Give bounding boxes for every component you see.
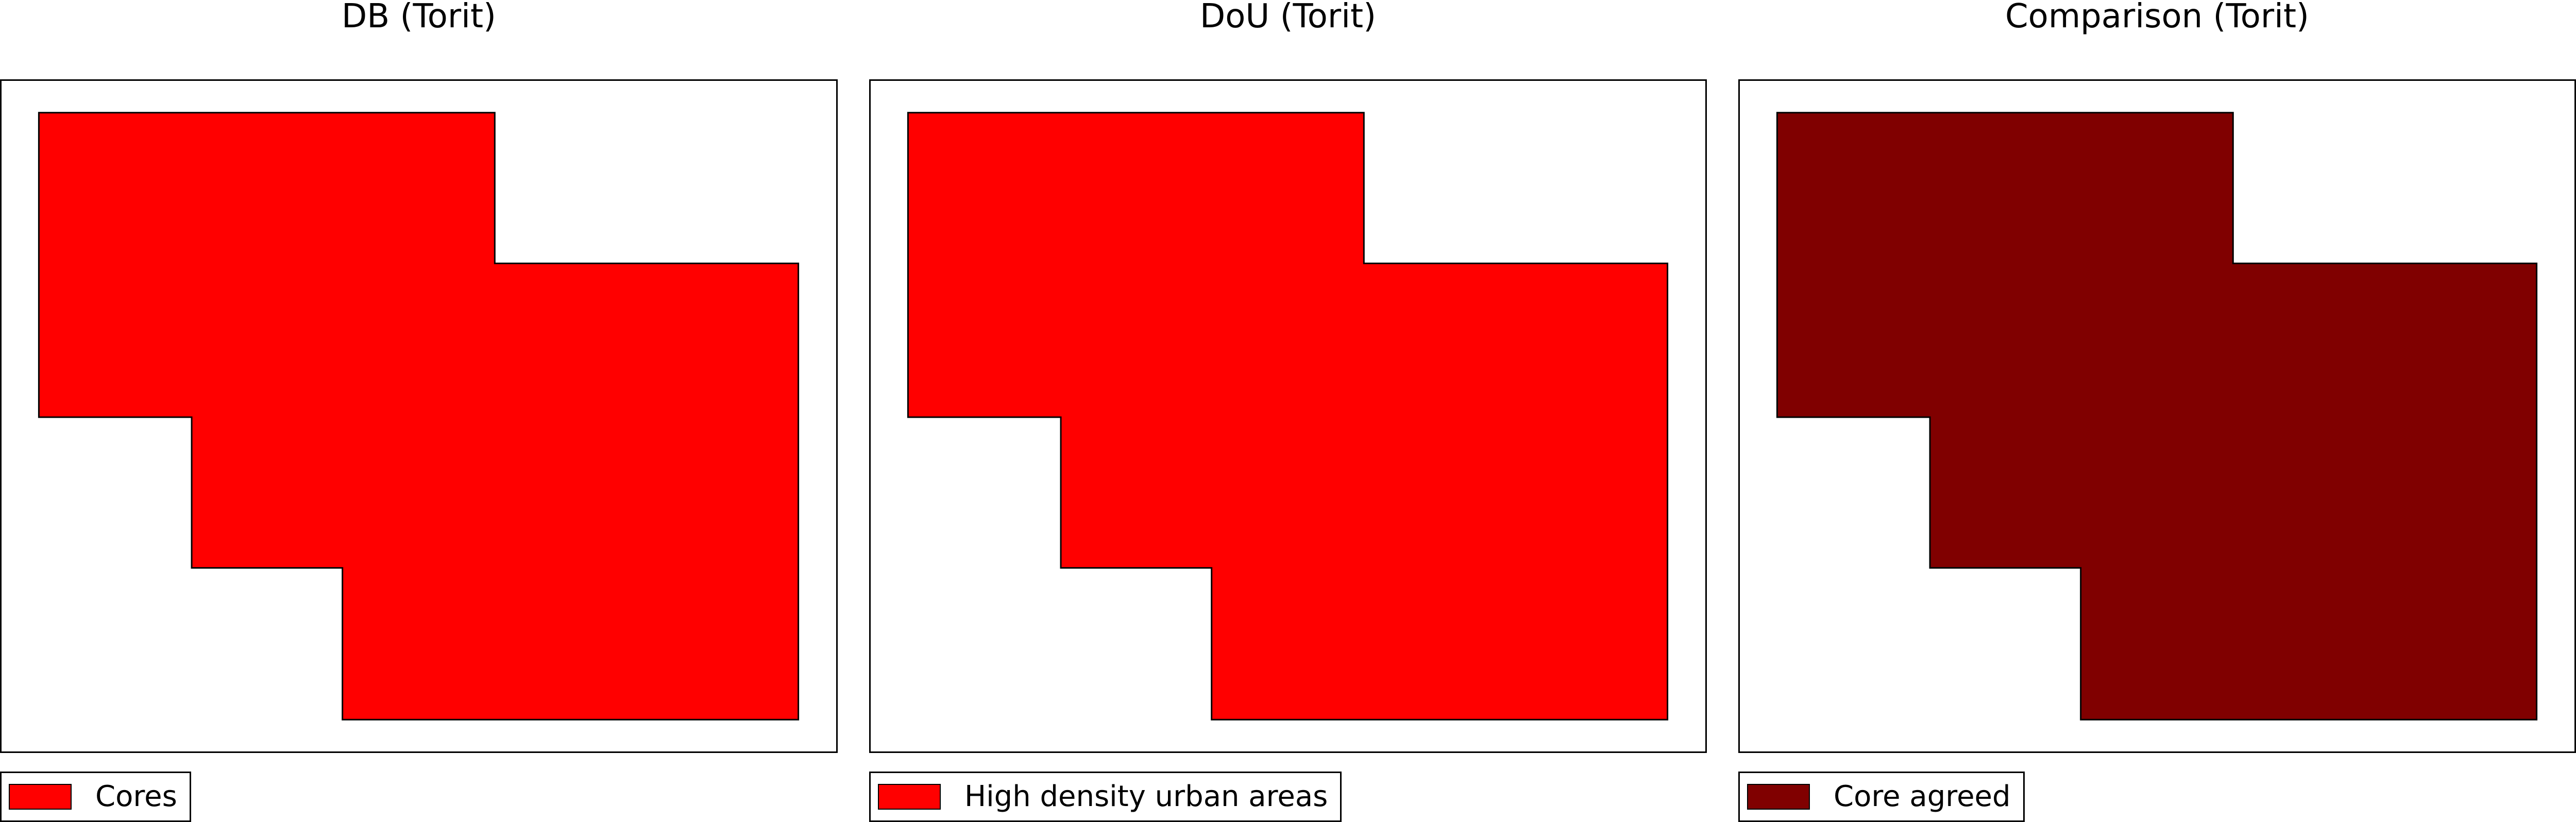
- legend-label-db: Cores: [95, 780, 177, 813]
- panel-title-dou: DoU (Torit): [1199, 0, 1377, 36]
- urban-area-polygon-comparison: [1776, 112, 2538, 721]
- panel-title-db: DB (Torit): [341, 0, 497, 36]
- urban-area-polygon-dou: [907, 112, 1669, 721]
- map-dou-svg: [907, 112, 1669, 721]
- legend-comparison: Core agreed: [1738, 772, 2025, 822]
- map-panel-db[interactable]: [0, 79, 838, 753]
- panel-title-comparison: Comparison (Torit): [2005, 0, 2310, 36]
- legend-swatch-dou: [878, 784, 941, 810]
- legend-label-dou: High density urban areas: [964, 780, 1328, 813]
- legend-label-comparison: Core agreed: [1834, 780, 2011, 813]
- legend-swatch-comparison: [1747, 784, 1810, 810]
- legend-dou: High density urban areas: [869, 772, 1342, 822]
- legend-swatch-db: [9, 784, 72, 810]
- map-panel-comparison[interactable]: [1738, 79, 2576, 753]
- legend-db: Cores: [0, 772, 191, 822]
- map-panel-dou[interactable]: [869, 79, 1707, 753]
- map-db-svg: [38, 112, 800, 721]
- urban-area-polygon-db: [38, 112, 800, 721]
- map-comparison-svg: [1776, 112, 2538, 721]
